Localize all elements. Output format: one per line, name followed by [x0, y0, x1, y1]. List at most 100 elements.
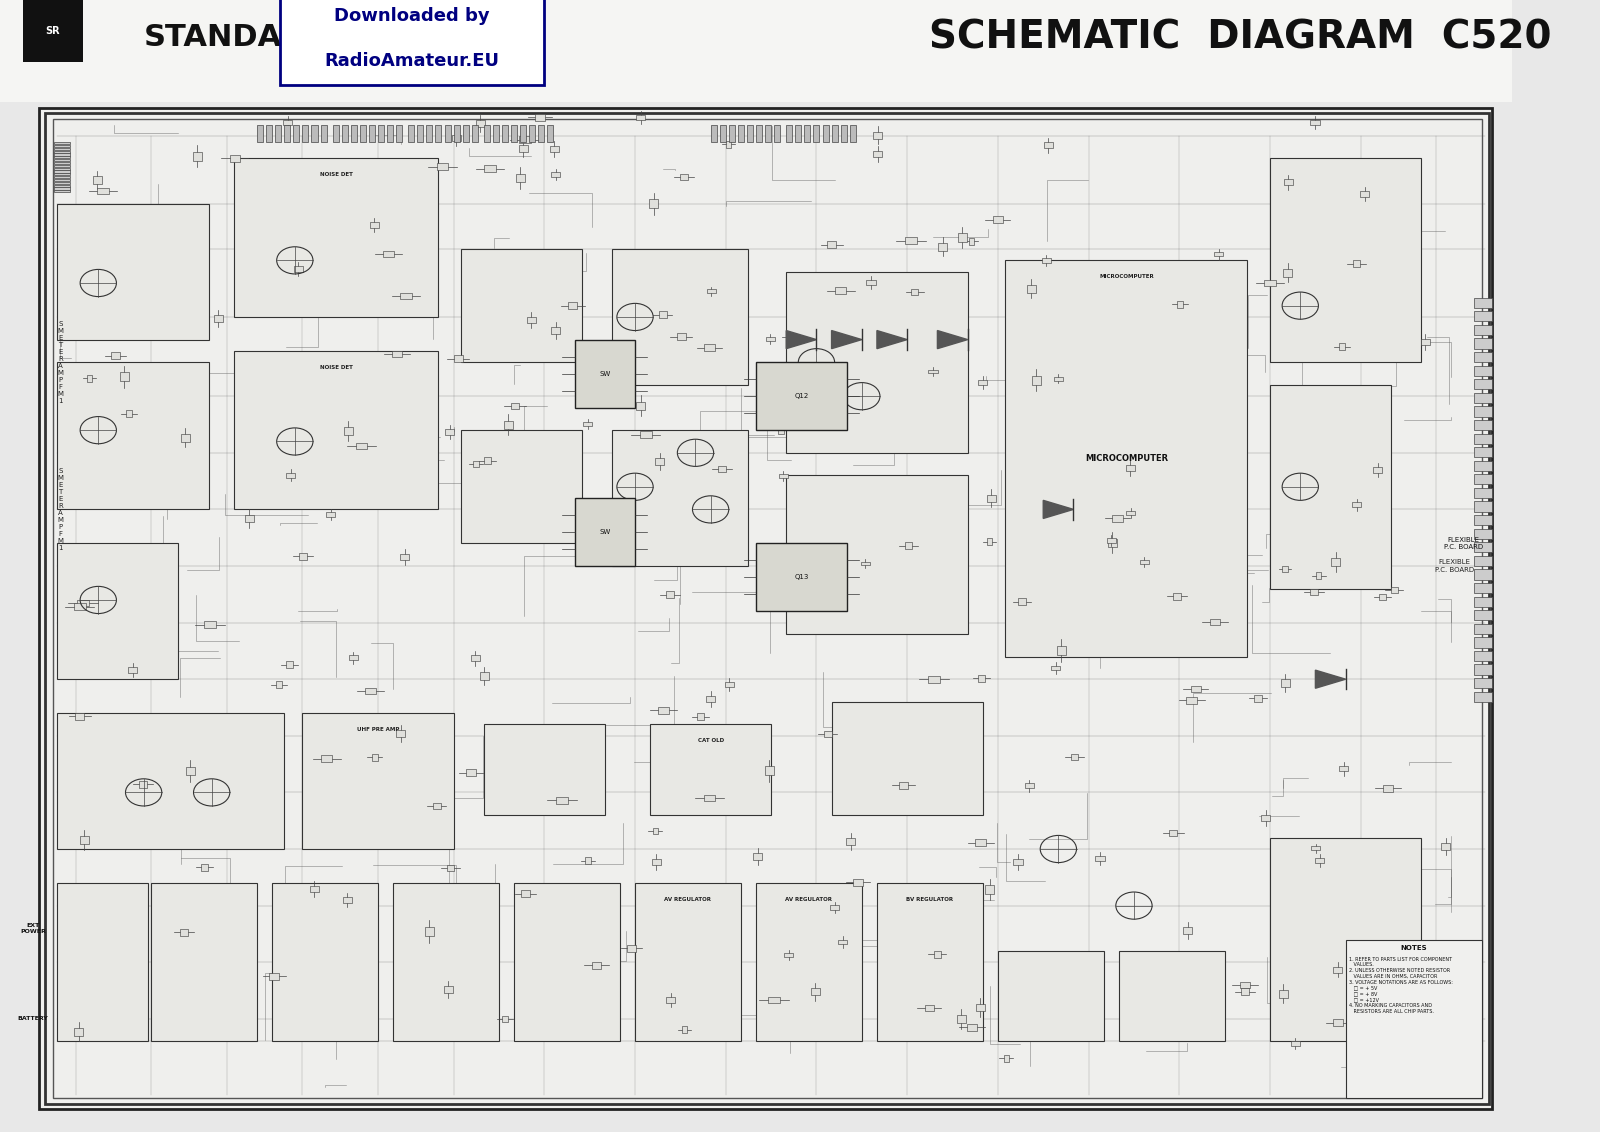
- Text: AF: AF: [51, 84, 74, 100]
- Bar: [704, 795, 715, 801]
- Bar: [906, 542, 912, 549]
- Bar: [1474, 651, 1493, 661]
- Bar: [258, 125, 262, 142]
- Bar: [1474, 488, 1493, 498]
- Bar: [54, 156, 69, 158]
- Bar: [680, 173, 688, 180]
- Bar: [1310, 589, 1318, 595]
- Bar: [656, 458, 664, 465]
- Bar: [483, 724, 605, 815]
- Bar: [58, 362, 208, 509]
- Bar: [40, 108, 1493, 1109]
- Bar: [874, 131, 882, 139]
- Bar: [1056, 646, 1066, 655]
- Bar: [832, 125, 838, 142]
- Bar: [355, 443, 366, 449]
- Bar: [1270, 385, 1390, 589]
- Text: CAT OLD: CAT OLD: [698, 738, 723, 743]
- Text: SR: SR: [46, 26, 61, 36]
- Bar: [1032, 376, 1040, 385]
- Bar: [637, 115, 645, 120]
- Bar: [786, 125, 792, 142]
- Bar: [846, 838, 856, 844]
- Bar: [725, 681, 734, 687]
- Bar: [443, 986, 453, 993]
- Bar: [830, 906, 840, 910]
- Bar: [613, 249, 749, 385]
- Bar: [627, 945, 635, 952]
- Polygon shape: [938, 331, 968, 349]
- Bar: [54, 190, 69, 192]
- Bar: [502, 1015, 509, 1022]
- Bar: [378, 125, 384, 142]
- Bar: [445, 429, 454, 435]
- Bar: [538, 125, 544, 142]
- Bar: [957, 1015, 965, 1022]
- Bar: [582, 422, 592, 426]
- Bar: [1474, 352, 1493, 362]
- Bar: [906, 238, 917, 245]
- Bar: [1264, 280, 1275, 286]
- Bar: [613, 430, 749, 566]
- Bar: [229, 155, 240, 162]
- Bar: [899, 782, 907, 789]
- Bar: [320, 125, 326, 142]
- Bar: [1474, 434, 1493, 444]
- Text: AF: AF: [1424, 84, 1446, 100]
- Bar: [445, 125, 451, 142]
- Bar: [650, 724, 771, 815]
- Bar: [470, 655, 480, 661]
- Bar: [397, 125, 402, 142]
- Bar: [1474, 501, 1493, 512]
- Bar: [54, 182, 69, 185]
- Bar: [786, 334, 792, 341]
- Bar: [755, 543, 846, 611]
- Bar: [827, 241, 837, 248]
- Bar: [234, 351, 438, 509]
- Bar: [1474, 556, 1493, 566]
- Bar: [54, 162, 69, 164]
- Bar: [574, 498, 635, 566]
- Bar: [518, 145, 528, 152]
- Bar: [1054, 377, 1062, 380]
- Bar: [474, 461, 478, 468]
- Bar: [1390, 586, 1398, 593]
- Bar: [22, 0, 83, 62]
- Bar: [54, 154, 69, 156]
- Bar: [1421, 338, 1430, 345]
- Bar: [1107, 538, 1115, 542]
- Bar: [635, 883, 741, 1041]
- Bar: [485, 165, 496, 172]
- Bar: [333, 125, 339, 142]
- Bar: [726, 140, 731, 147]
- Text: AV REGULATOR: AV REGULATOR: [786, 897, 832, 901]
- Bar: [1474, 542, 1493, 552]
- Bar: [1474, 678, 1493, 688]
- Text: 1. REFER TO PARTS LIST FOR COMPONENT
   VALUES.
2. UNLESS OTHERWISE NOTED RESIST: 1. REFER TO PARTS LIST FOR COMPONENT VAL…: [1349, 957, 1453, 1014]
- Bar: [387, 125, 394, 142]
- Polygon shape: [832, 331, 862, 349]
- Bar: [1242, 988, 1250, 995]
- Bar: [1024, 783, 1034, 788]
- Bar: [453, 125, 459, 142]
- Bar: [1210, 618, 1221, 625]
- Bar: [424, 927, 434, 936]
- Bar: [832, 702, 982, 815]
- Bar: [272, 883, 378, 1041]
- Text: NOISE DET: NOISE DET: [320, 365, 354, 369]
- Text: NOISE DET: NOISE DET: [320, 172, 354, 177]
- Bar: [181, 435, 190, 441]
- Text: FLEXIBLE
P.C. BOARD: FLEXIBLE P.C. BOARD: [1445, 537, 1483, 550]
- Bar: [1170, 830, 1178, 837]
- Bar: [483, 125, 490, 142]
- Bar: [1118, 951, 1224, 1041]
- Bar: [74, 1028, 83, 1036]
- Bar: [1474, 664, 1493, 675]
- Bar: [987, 538, 992, 544]
- Bar: [483, 457, 491, 464]
- Bar: [998, 951, 1104, 1041]
- Text: BV REGULATOR: BV REGULATOR: [906, 897, 954, 901]
- Bar: [1107, 539, 1117, 547]
- Bar: [550, 146, 558, 152]
- Bar: [774, 125, 781, 142]
